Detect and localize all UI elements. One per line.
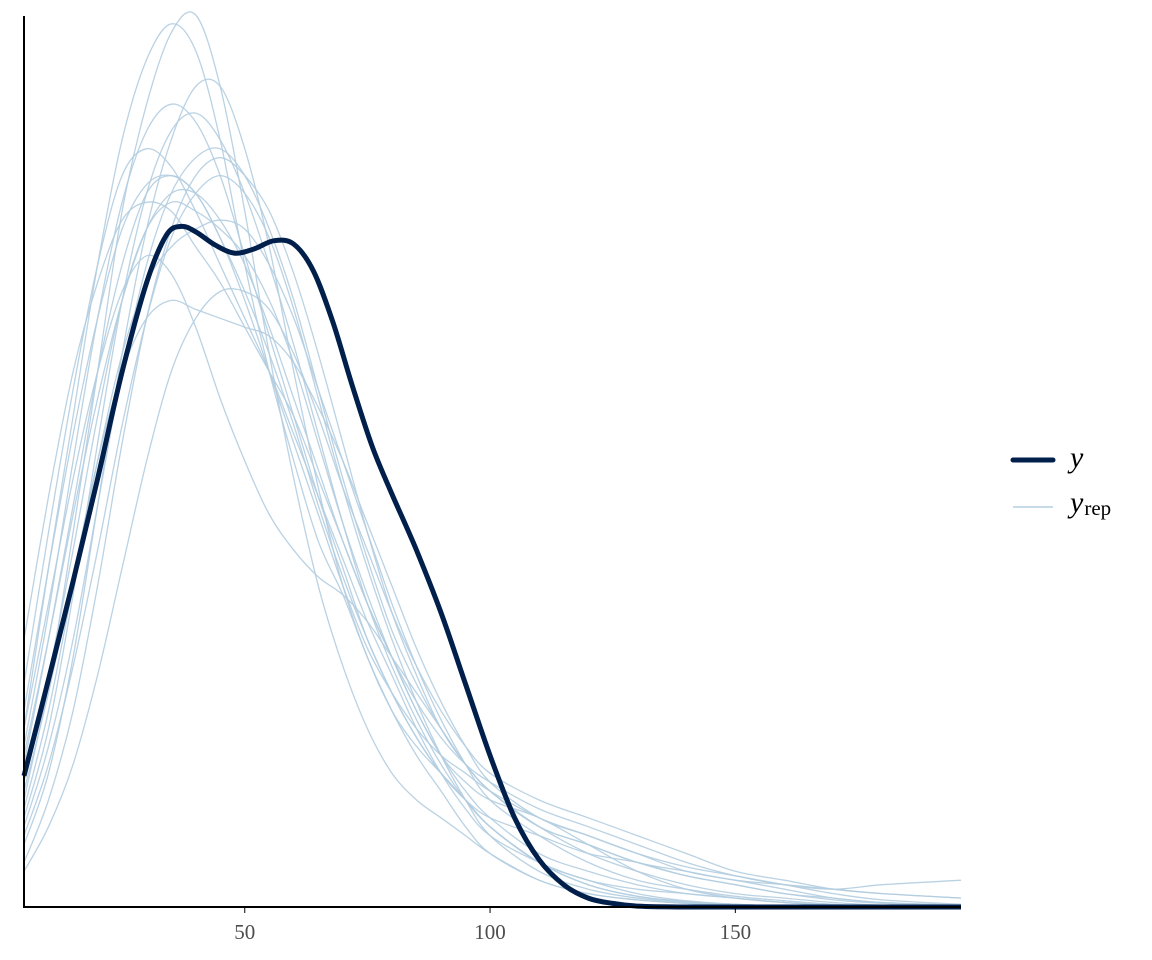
x-tick-label: 150 bbox=[720, 920, 752, 944]
legend-yrep-label: yrep bbox=[1067, 486, 1111, 520]
y-density-line bbox=[21, 223, 961, 910]
legend-y-label: y bbox=[1067, 441, 1084, 474]
yrep-density-line-16 bbox=[23, 174, 962, 907]
legend-yrep-subscript: rep bbox=[1084, 496, 1111, 520]
yrep-density-lines bbox=[23, 11, 962, 908]
yrep-density-line-12 bbox=[23, 219, 962, 908]
yrep-density-line-17 bbox=[23, 299, 962, 905]
y-density-line-group bbox=[21, 223, 961, 910]
x-tick-label: 50 bbox=[234, 920, 255, 944]
yrep-density-line-7 bbox=[23, 200, 962, 908]
yrep-density-line-15 bbox=[23, 174, 961, 908]
yrep-density-line-3 bbox=[23, 103, 961, 908]
yrep-density-line-5 bbox=[23, 78, 961, 908]
yrep-density-line-2 bbox=[23, 11, 961, 908]
x-tick-label: 100 bbox=[474, 920, 506, 944]
yrep-density-line-4 bbox=[23, 112, 961, 908]
x-axis-ticks: 50 100 150 bbox=[234, 907, 751, 944]
legend-yrep-main: y bbox=[1067, 486, 1084, 519]
yrep-density-line-18 bbox=[23, 188, 962, 890]
yrep-density-line-13 bbox=[23, 288, 962, 899]
legend: y yrep bbox=[1010, 441, 1111, 520]
yrep-density-line-9 bbox=[23, 174, 962, 906]
yrep-density-line-14 bbox=[23, 254, 962, 899]
